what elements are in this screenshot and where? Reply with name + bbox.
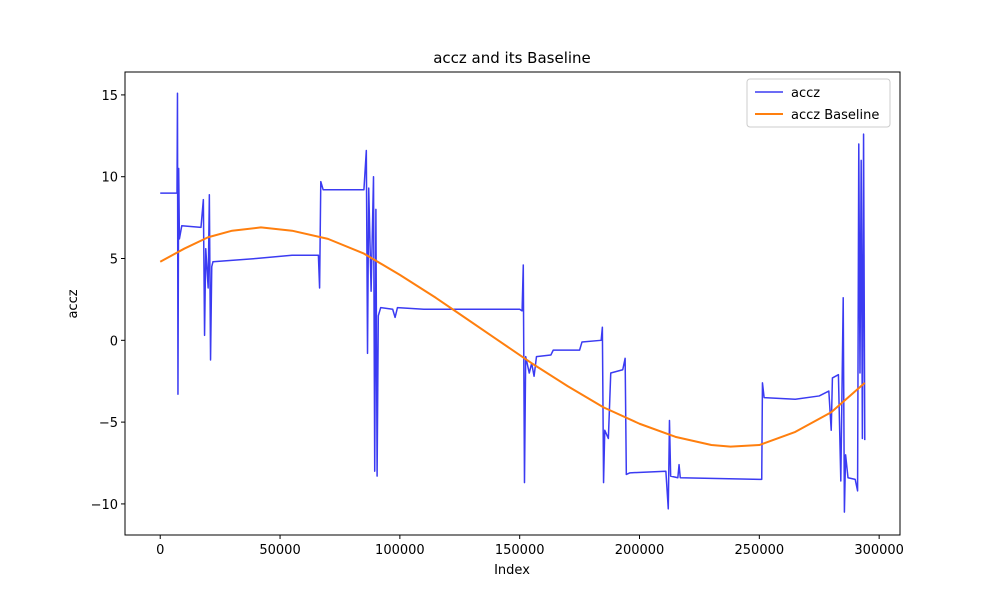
data-line <box>159 226 866 448</box>
y-tick-label: 15 <box>101 89 118 104</box>
plot-frame <box>124 71 901 536</box>
x-axis-label: Index <box>494 563 530 578</box>
x-tick-label: 150000 <box>495 543 545 558</box>
y-tick-label: 10 <box>101 171 118 186</box>
y-tick-label: −5 <box>99 416 118 431</box>
x-tick-label: 250000 <box>735 543 785 558</box>
y-tick-label: 5 <box>110 253 118 268</box>
legend-label: accz <box>791 86 820 101</box>
chart-title: accz and its Baseline <box>433 49 591 67</box>
legend-label: accz Baseline <box>791 108 879 123</box>
x-tick-label: 300000 <box>854 543 904 558</box>
y-axis-label: accz <box>66 289 81 318</box>
y-tick-label: −10 <box>91 498 118 513</box>
x-tick-label: 50000 <box>259 543 300 558</box>
x-tick-label: 200000 <box>615 543 665 558</box>
x-tick-label: 0 <box>156 543 164 558</box>
y-tick-label: 0 <box>110 334 118 349</box>
x-tick-label: 100000 <box>375 543 425 558</box>
